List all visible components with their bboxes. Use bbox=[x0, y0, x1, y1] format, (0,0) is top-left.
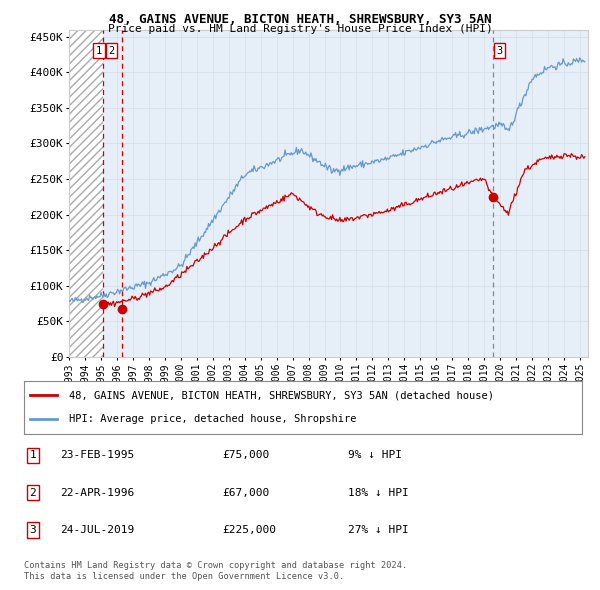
Bar bbox=[103, 30, 493, 357]
Text: 48, GAINS AVENUE, BICTON HEATH, SHREWSBURY, SY3 5AN: 48, GAINS AVENUE, BICTON HEATH, SHREWSBU… bbox=[109, 13, 491, 26]
Text: 24-JUL-2019: 24-JUL-2019 bbox=[60, 525, 134, 535]
Text: This data is licensed under the Open Government Licence v3.0.: This data is licensed under the Open Gov… bbox=[24, 572, 344, 581]
Text: 48, GAINS AVENUE, BICTON HEATH, SHREWSBURY, SY3 5AN (detached house): 48, GAINS AVENUE, BICTON HEATH, SHREWSBU… bbox=[68, 391, 494, 401]
Text: 1: 1 bbox=[29, 451, 37, 460]
Text: 27% ↓ HPI: 27% ↓ HPI bbox=[348, 525, 409, 535]
Text: HPI: Average price, detached house, Shropshire: HPI: Average price, detached house, Shro… bbox=[68, 414, 356, 424]
Text: 23-FEB-1995: 23-FEB-1995 bbox=[60, 451, 134, 460]
Text: 22-APR-1996: 22-APR-1996 bbox=[60, 488, 134, 497]
Text: Price paid vs. HM Land Registry's House Price Index (HPI): Price paid vs. HM Land Registry's House … bbox=[107, 24, 493, 34]
Text: Contains HM Land Registry data © Crown copyright and database right 2024.: Contains HM Land Registry data © Crown c… bbox=[24, 560, 407, 569]
Bar bbox=[69, 30, 103, 357]
Text: £225,000: £225,000 bbox=[222, 525, 276, 535]
Text: 2: 2 bbox=[109, 46, 115, 56]
Text: 1: 1 bbox=[96, 46, 102, 56]
Text: £75,000: £75,000 bbox=[222, 451, 269, 460]
Text: £67,000: £67,000 bbox=[222, 488, 269, 497]
Text: 3: 3 bbox=[496, 46, 502, 56]
Text: 3: 3 bbox=[29, 525, 37, 535]
Text: 9% ↓ HPI: 9% ↓ HPI bbox=[348, 451, 402, 460]
Bar bbox=[493, 30, 588, 357]
Text: 2: 2 bbox=[29, 488, 37, 497]
Text: 18% ↓ HPI: 18% ↓ HPI bbox=[348, 488, 409, 497]
